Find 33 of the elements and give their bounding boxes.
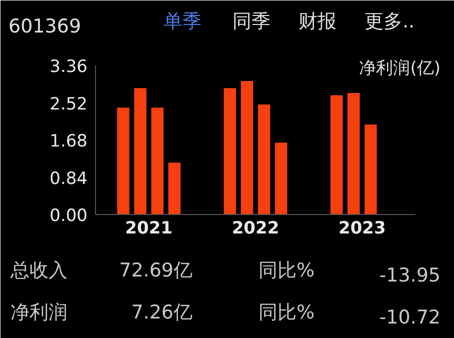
text: 总收入 [10,260,68,282]
y-axis-title: 净利润(亿) [359,58,440,78]
text: 同比% [258,260,315,282]
text: 单季 [164,10,202,32]
text: 净利润 [10,302,68,324]
bar [134,88,146,214]
bar [240,81,254,214]
y-tick-label: 0.84 [50,168,88,189]
bar [364,124,377,214]
y-tick-label: 2.52 [50,94,88,114]
bar [151,108,164,214]
text: 同比% [258,302,315,324]
text: 7.26亿 [131,302,193,324]
y-tick-label: 3.36 [50,57,88,77]
text: 同季 [232,10,270,32]
x-tick-label: 2021 [125,218,173,238]
bar [348,92,360,214]
text: -10.72 [379,306,440,328]
bar [258,104,270,214]
x-tick-label: 2022 [232,218,280,238]
bar [274,142,288,214]
text: -13.95 [379,264,440,286]
x-tick-label: 2023 [338,218,386,238]
y-tick-label: 1.68 [50,132,88,152]
bar [117,108,130,214]
text: 财报 [298,10,336,32]
bar [224,88,236,214]
chart-title: 601369 [8,16,82,38]
y-tick-label: 0.00 [50,206,88,226]
bar [168,162,181,214]
text: 更多.. [364,10,415,32]
text: 72.69亿 [119,260,193,282]
bar [330,95,343,214]
